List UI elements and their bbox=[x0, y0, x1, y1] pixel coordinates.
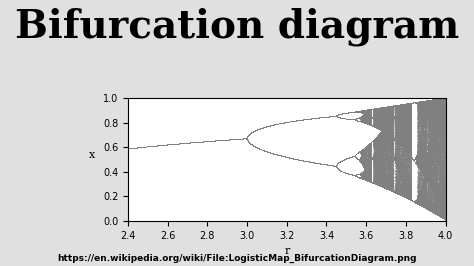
Text: https://en.wikipedia.org/wiki/File:LogisticMap_BifurcationDiagram.png: https://en.wikipedia.org/wiki/File:Logis… bbox=[57, 254, 417, 263]
X-axis label: r: r bbox=[284, 246, 290, 256]
Y-axis label: x: x bbox=[89, 149, 95, 160]
Text: Bifurcation diagram: Bifurcation diagram bbox=[15, 8, 459, 47]
